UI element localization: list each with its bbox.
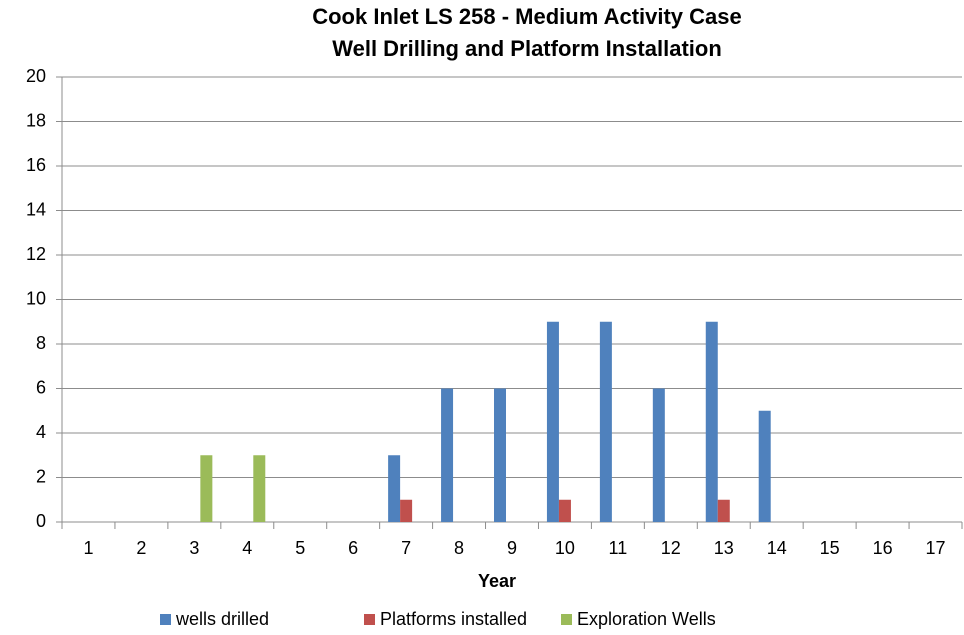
- x-tick-label: 8: [454, 538, 464, 558]
- bar: [705, 321, 718, 522]
- legend-label: Platforms installed: [380, 609, 527, 629]
- y-tick-label: 20: [26, 66, 46, 86]
- y-tick-label: 10: [26, 288, 46, 308]
- x-tick-label: 17: [926, 538, 946, 558]
- bar: [253, 455, 266, 522]
- x-tick-label: 2: [136, 538, 146, 558]
- y-tick-label: 8: [36, 333, 46, 353]
- x-tick-label: 11: [609, 538, 628, 558]
- legend-label: wells drilled: [175, 609, 269, 629]
- bar: [388, 455, 401, 522]
- legend-swatch: [160, 614, 171, 625]
- bar: [652, 388, 665, 522]
- bar: [599, 321, 612, 522]
- chart-title: Cook Inlet LS 258 - Medium Activity Case: [312, 4, 742, 29]
- x-tick-label: 14: [767, 538, 787, 558]
- y-tick-label: 12: [26, 244, 46, 264]
- x-tick-label: 15: [820, 538, 840, 558]
- bar: [400, 499, 413, 522]
- x-tick-label: 12: [661, 538, 681, 558]
- x-tick-label: 3: [189, 538, 199, 558]
- bar: [546, 321, 559, 522]
- bar: [494, 388, 506, 522]
- y-tick-label: 4: [36, 422, 46, 442]
- x-tick-label: 1: [83, 538, 93, 558]
- chart-subtitle: Well Drilling and Platform Installation: [332, 36, 722, 61]
- bar: [558, 499, 571, 522]
- x-tick-label: 5: [295, 538, 305, 558]
- y-tick-label: 6: [36, 377, 46, 397]
- x-tick-label: 13: [714, 538, 734, 558]
- bar: [758, 410, 771, 522]
- legend-swatch: [561, 614, 572, 625]
- x-tick-label: 9: [507, 538, 517, 558]
- bar: [717, 499, 730, 522]
- y-tick-label: 0: [36, 511, 46, 531]
- x-tick-label: 6: [348, 538, 358, 558]
- x-axis-label: Year: [478, 571, 516, 591]
- legend-label: Exploration Wells: [577, 609, 716, 629]
- x-tick-label: 10: [555, 538, 575, 558]
- y-tick-label: 14: [26, 199, 46, 219]
- y-tick-label: 2: [36, 466, 46, 486]
- x-tick-label: 7: [401, 538, 411, 558]
- bar: [441, 388, 454, 522]
- y-tick-label: 18: [26, 110, 46, 130]
- x-tick-label: 16: [873, 538, 893, 558]
- bar: [200, 455, 213, 522]
- x-tick-label: 4: [242, 538, 252, 558]
- y-tick-label: 16: [26, 155, 46, 175]
- legend-swatch: [364, 614, 375, 625]
